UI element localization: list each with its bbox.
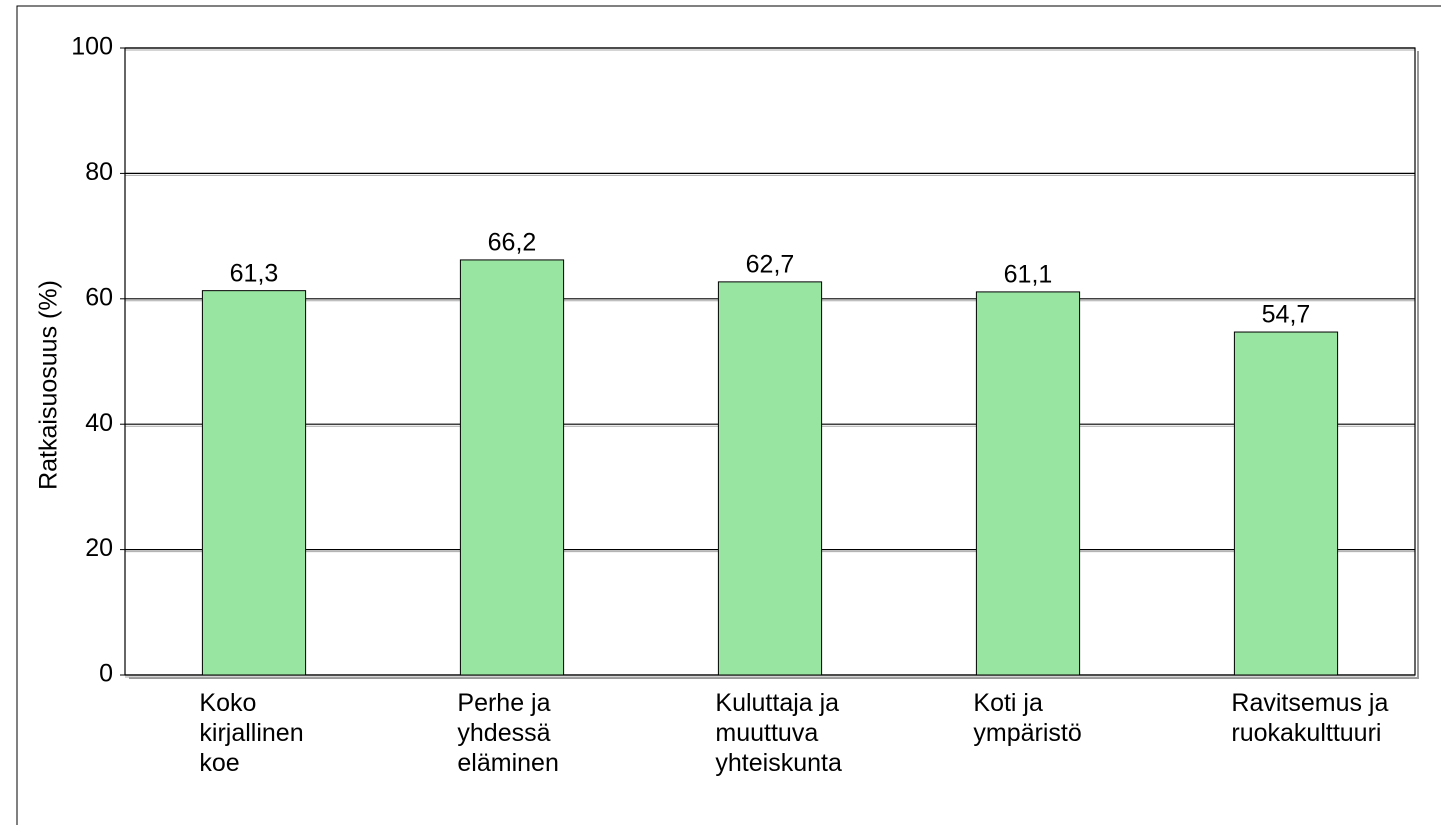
value-label: 66,2: [488, 229, 537, 257]
x-tick-label: Koti ja ympäristö: [973, 689, 1082, 747]
y-axis-title: Ratkaisuosuus (%): [35, 280, 63, 490]
x-tick-label: Kuluttaja ja muuttuva yhteiskunta: [715, 689, 842, 777]
value-label: 61,1: [1004, 261, 1053, 289]
y-tick-label: 80: [85, 158, 113, 186]
y-tick-label: 40: [85, 409, 113, 437]
plot-shadow: [129, 51, 1419, 679]
x-tick-label: Koko kirjallinen koe: [199, 689, 304, 777]
bar: [459, 259, 565, 676]
bar: [717, 281, 823, 676]
bar: [975, 291, 1081, 676]
y-tick-label: 0: [99, 660, 113, 688]
bar: [1233, 331, 1339, 676]
value-label: 61,3: [230, 259, 279, 287]
y-tick-label: 100: [71, 33, 113, 61]
x-tick-label: Perhe ja yhdessä eläminen: [457, 689, 559, 777]
y-tick-label: 20: [85, 534, 113, 562]
x-tick-label: Ravitsemus ja ruokakulttuuri: [1231, 689, 1389, 747]
bar: [201, 290, 307, 676]
frame: [16, 5, 1441, 825]
y-tick-label: 60: [85, 283, 113, 311]
value-label: 54,7: [1262, 301, 1311, 329]
value-label: 62,7: [746, 250, 795, 278]
